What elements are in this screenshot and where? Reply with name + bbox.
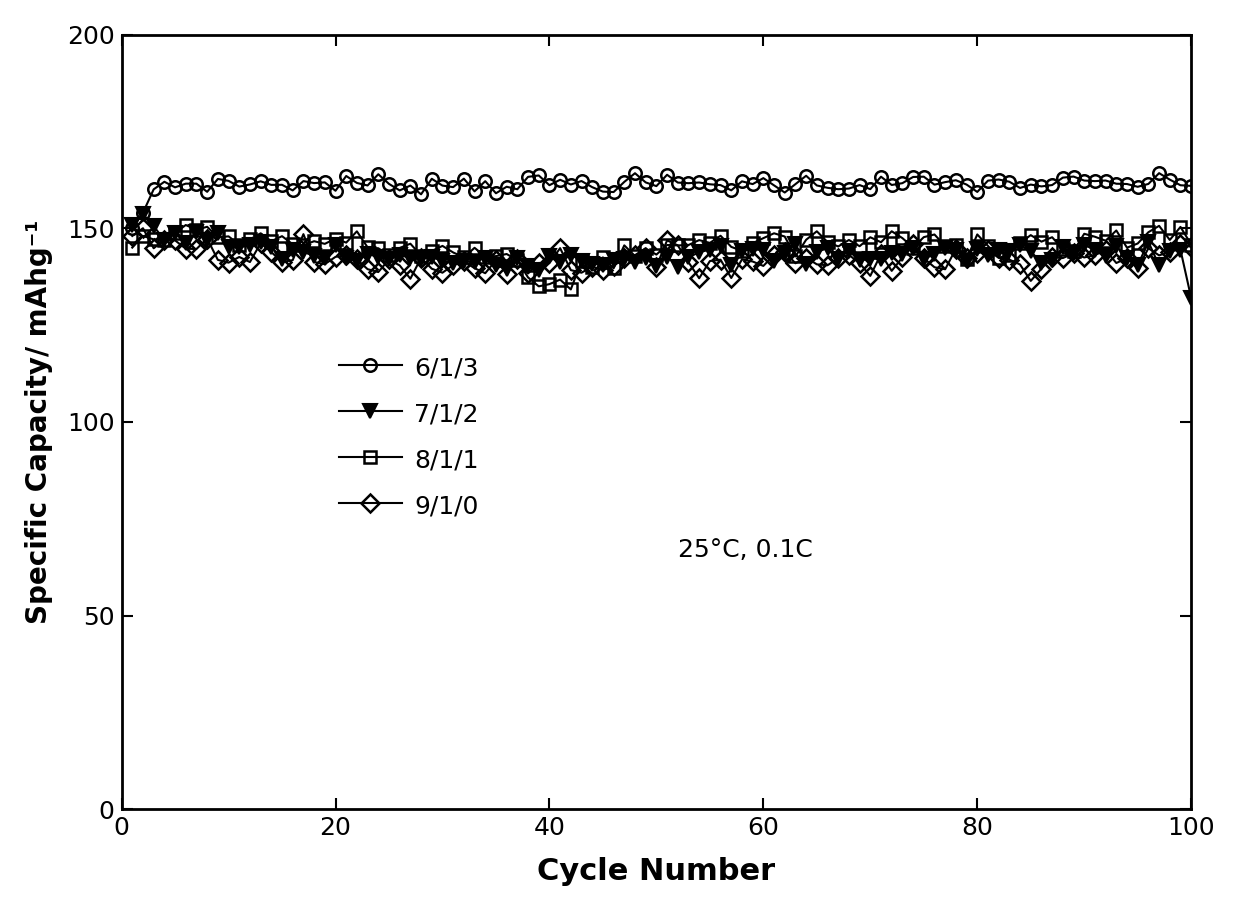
- 7/1/2: [1141, 237, 1156, 248]
- 7/1/2: [339, 252, 353, 263]
- 9/1/0: [1184, 241, 1199, 252]
- 7/1/2: [1184, 292, 1199, 303]
- 8/1/1: [1184, 239, 1199, 250]
- Text: 25°C, 0.1C: 25°C, 0.1C: [678, 537, 812, 562]
- 8/1/1: [692, 235, 707, 246]
- Line: 9/1/0: 9/1/0: [126, 222, 1198, 287]
- 9/1/0: [125, 230, 140, 241]
- 7/1/2: [382, 254, 397, 265]
- Legend: 6/1/3, 7/1/2, 8/1/1, 9/1/0: 6/1/3, 7/1/2, 8/1/1, 9/1/0: [326, 342, 491, 531]
- 7/1/2: [681, 252, 696, 263]
- 9/1/0: [1152, 250, 1167, 261]
- 6/1/3: [1184, 180, 1199, 191]
- 8/1/1: [563, 284, 578, 295]
- 7/1/2: [125, 220, 140, 231]
- 9/1/0: [135, 223, 150, 234]
- 8/1/1: [179, 220, 193, 230]
- 9/1/0: [766, 250, 781, 261]
- 6/1/3: [756, 173, 771, 184]
- 7/1/2: [1109, 241, 1123, 251]
- 6/1/3: [329, 185, 343, 196]
- 6/1/3: [671, 177, 686, 188]
- 8/1/1: [1152, 220, 1167, 231]
- 6/1/3: [1099, 175, 1114, 186]
- 6/1/3: [125, 223, 140, 234]
- 9/1/0: [681, 257, 696, 268]
- 8/1/1: [125, 242, 140, 253]
- 7/1/2: [766, 255, 781, 266]
- 6/1/3: [1152, 168, 1167, 179]
- Line: 6/1/3: 6/1/3: [126, 167, 1198, 234]
- 9/1/0: [339, 250, 353, 261]
- 9/1/0: [1023, 275, 1038, 286]
- X-axis label: Cycle Number: Cycle Number: [537, 857, 775, 886]
- 6/1/3: [1131, 181, 1146, 192]
- 7/1/2: [135, 209, 150, 220]
- 9/1/0: [382, 254, 397, 265]
- 8/1/1: [777, 231, 792, 242]
- Line: 8/1/1: 8/1/1: [126, 220, 1197, 295]
- 8/1/1: [382, 250, 397, 261]
- Line: 7/1/2: 7/1/2: [125, 208, 1198, 305]
- Y-axis label: Specific Capacity/ mAhg⁻¹: Specific Capacity/ mAhg⁻¹: [25, 220, 53, 624]
- 6/1/3: [371, 169, 386, 179]
- 8/1/1: [1120, 242, 1135, 253]
- 9/1/0: [1120, 252, 1135, 263]
- 8/1/1: [339, 237, 353, 248]
